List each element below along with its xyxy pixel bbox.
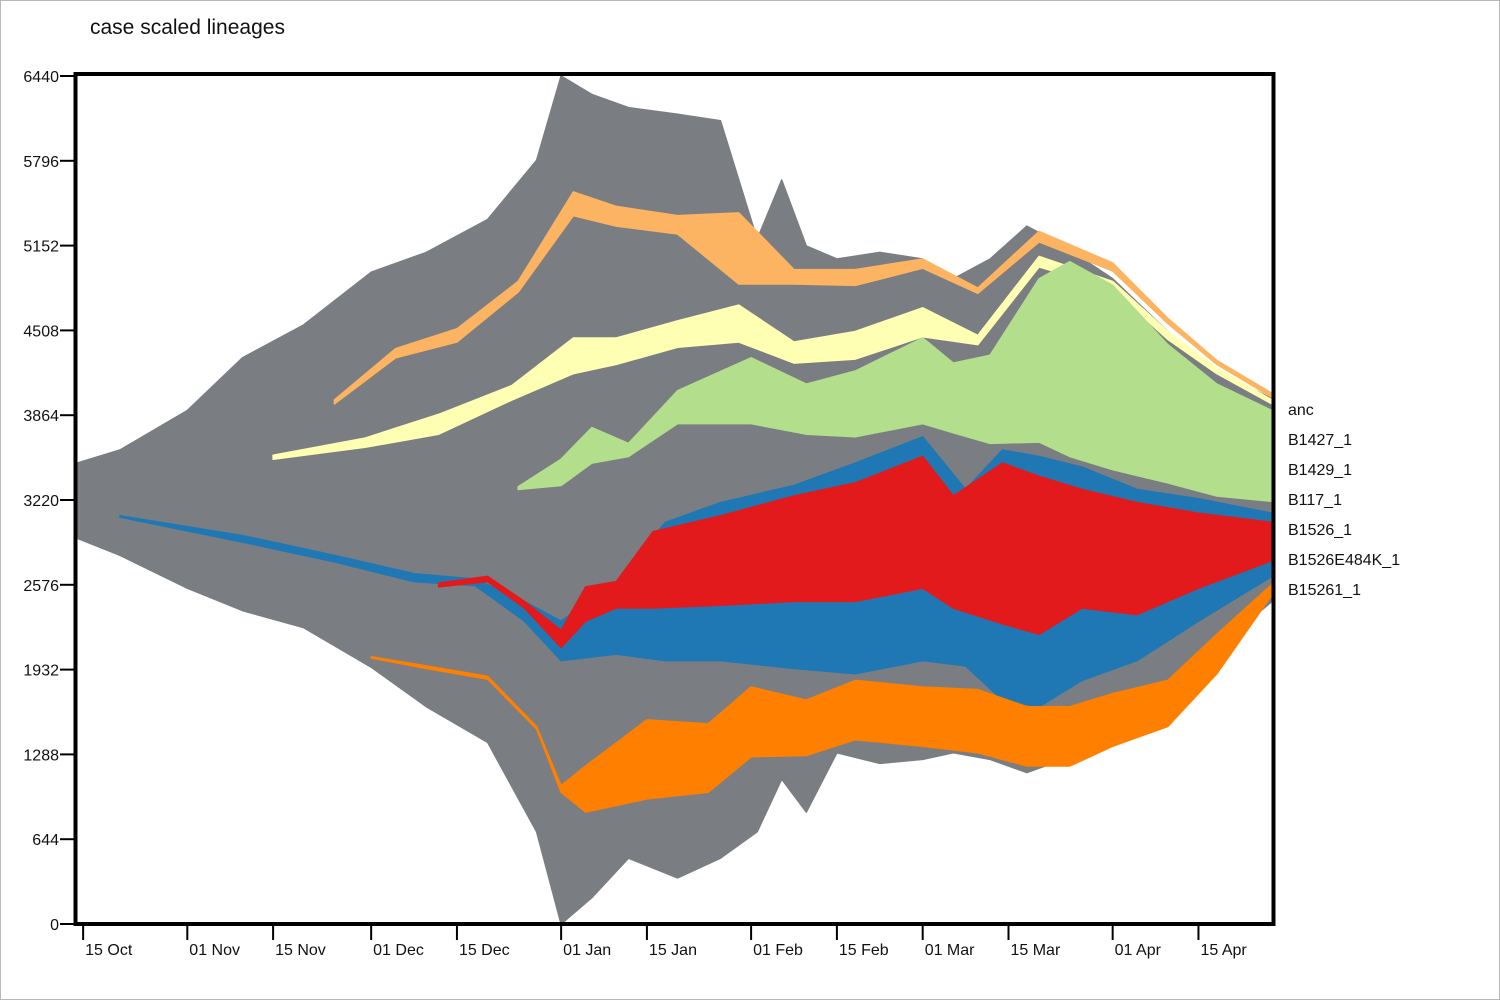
legend-entry: B1429_1 [1288,462,1352,479]
legend-entry: anc [1288,402,1314,419]
stream-layers [76,75,1273,925]
legend-entry: B15261_1 [1288,582,1361,599]
y-tick-label: 644 [32,832,59,849]
x-tick-label: 01 Feb [753,942,803,959]
y-tick-label: 4508 [23,323,59,340]
x-tick-label: 01 Nov [189,942,240,959]
y-tick-label: 3864 [23,408,59,425]
legend-entry: B1526_1 [1288,522,1352,539]
x-axis: 15 Oct 01 Nov 15 Nov 01 Dec 15 Dec 01 Jan 15 J… [82,924,1247,959]
y-tick-label: 5152 [23,239,59,256]
y-tick-label: 0 [50,917,59,934]
x-tick-label: 01 Mar [925,942,975,959]
legend-entry: B1427_1 [1288,432,1352,449]
x-tick-label: 15 Feb [839,942,889,959]
y-tick-label: 6440 [23,69,59,86]
x-tick-label: 01 Apr [1115,942,1162,959]
y-tick-label: 2576 [23,578,59,595]
chart-title: case scaled lineages [90,16,285,39]
y-tick-label: 5796 [23,154,59,171]
x-tick-label: 15 Jan [649,942,697,959]
legend-entry: B117_1 [1288,492,1342,509]
x-tick-label: 15 Nov [275,942,326,959]
x-tick-label: 01 Jan [563,942,611,959]
x-tick-label: 15 Oct [85,942,133,959]
x-tick-label: 15 Dec [459,942,510,959]
x-tick-label: 15 Apr [1200,942,1247,959]
y-tick-label: 1932 [23,663,59,680]
y-tick-label: 1288 [23,747,59,764]
y-axis: 0 644 1288 1932 2576 3220 3864 4508 5152 5796 6440 [23,69,77,934]
x-tick-label: 15 Mar [1010,942,1060,959]
x-tick-label: 01 Dec [373,942,424,959]
legend-entry: B1526E484K_1 [1288,552,1400,569]
legend: anc B1427_1 B1429_1 B117_1 B1526_1 B1526E484K… [1288,402,1400,599]
y-tick-label: 3220 [23,493,59,510]
